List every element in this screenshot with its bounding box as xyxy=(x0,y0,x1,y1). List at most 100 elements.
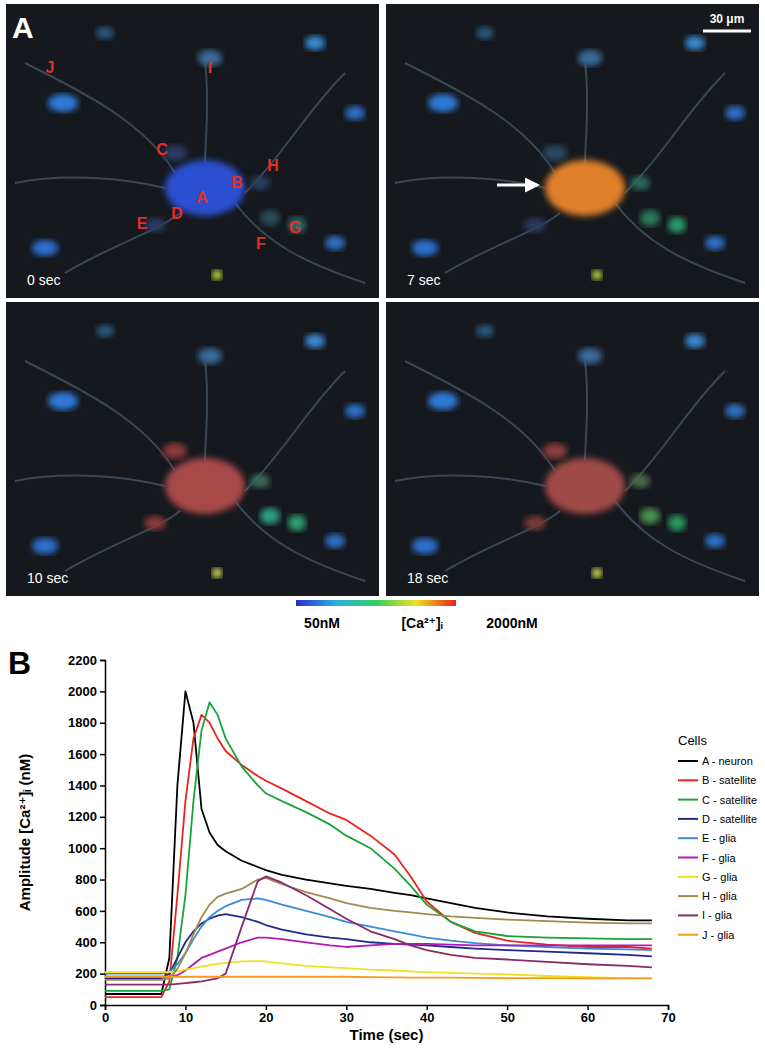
micrograph-frame xyxy=(5,301,380,597)
y-tick-mark xyxy=(100,785,105,787)
y-tick-label: 0 xyxy=(90,998,97,1013)
cell-body xyxy=(144,516,166,530)
x-axis: 010203040506070 xyxy=(102,1005,676,1025)
legend-swatch xyxy=(678,857,698,859)
y-tick: 1000 xyxy=(68,841,105,856)
cell-body xyxy=(705,534,725,548)
x-tick: 20 xyxy=(259,1005,273,1025)
frame-background xyxy=(5,3,380,299)
y-tick-label: 1000 xyxy=(68,841,97,856)
legend-swatch xyxy=(678,799,698,801)
cell-body xyxy=(48,392,78,410)
legend-label: A - neuron xyxy=(702,755,753,767)
cell-body xyxy=(250,474,270,488)
cell-body xyxy=(476,27,494,39)
y-tick-label: 1200 xyxy=(68,809,97,824)
cell-body xyxy=(685,334,705,348)
cell-process xyxy=(25,63,175,173)
cell-body xyxy=(630,176,650,190)
frame-time: 0 sec xyxy=(27,272,60,288)
micrograph-frame xyxy=(5,3,380,299)
y-tick: 200 xyxy=(75,966,105,981)
y-tick-label: 1400 xyxy=(68,778,97,793)
x-tick-label: 20 xyxy=(259,1010,273,1025)
legend-label: E - glia xyxy=(702,832,737,844)
y-tick-label: 2200 xyxy=(68,653,97,668)
cell-body xyxy=(578,348,602,364)
cell-body xyxy=(428,392,458,410)
colorbar-title: [Ca²⁺]ᵢ xyxy=(401,615,442,631)
y-tick-mark xyxy=(100,942,105,944)
cell-body xyxy=(685,36,705,50)
cell-process xyxy=(625,73,725,193)
y-tick-mark xyxy=(100,1005,105,1007)
cell-label: H xyxy=(267,157,279,174)
x-tick-label: 50 xyxy=(500,1010,514,1025)
series-line xyxy=(105,876,652,984)
cell-label: I xyxy=(208,59,212,76)
cell-process xyxy=(405,361,555,471)
cell-process xyxy=(15,178,165,188)
legend-swatch xyxy=(678,895,698,897)
y-tick: 800 xyxy=(75,872,105,887)
series-line xyxy=(105,702,652,991)
cell-body xyxy=(96,325,114,337)
legend-label: B - satellite xyxy=(702,774,756,786)
colorbar-max: 2000nM xyxy=(486,615,537,631)
cell-process xyxy=(65,213,180,273)
cell-process xyxy=(395,178,545,188)
y-tick: 1400 xyxy=(68,778,105,793)
y-tick-mark xyxy=(100,722,105,724)
frame-border xyxy=(5,3,380,299)
legend-label: G - glia xyxy=(702,871,738,883)
y-tick-label: 800 xyxy=(75,872,97,887)
x-tick: 30 xyxy=(340,1005,354,1025)
cell-body xyxy=(578,50,602,66)
legend-swatch xyxy=(678,934,698,936)
cell-body xyxy=(725,404,745,418)
frame-border xyxy=(5,301,380,597)
cell-process xyxy=(205,361,207,461)
cell-body xyxy=(198,348,222,364)
figure: 0 sec7 sec10 sec18 secJICABHEDFGA30 μm50… xyxy=(0,0,765,1050)
cell-body xyxy=(212,568,222,578)
cell-body xyxy=(32,538,58,554)
y-axis-line xyxy=(100,661,106,1006)
legend-label: F - glia xyxy=(702,852,737,864)
y-tick-label: 200 xyxy=(75,966,97,981)
y-tick-label: 400 xyxy=(75,935,97,950)
cell-process xyxy=(615,203,745,283)
y-tick: 1200 xyxy=(68,809,105,824)
cell-process xyxy=(445,511,560,571)
cell-body xyxy=(668,515,686,531)
x-tick: 10 xyxy=(179,1005,193,1025)
colorbar xyxy=(296,600,456,606)
legend-label: J - glia xyxy=(702,929,735,941)
y-tick: 1800 xyxy=(68,715,105,730)
legend-label: H - glia xyxy=(702,890,738,902)
cell-process xyxy=(245,371,345,491)
cell-body xyxy=(428,94,458,112)
y-tick-mark xyxy=(100,973,105,975)
frame-border xyxy=(385,301,760,597)
cell-body xyxy=(32,240,58,256)
legend-label: I - glia xyxy=(702,909,733,921)
legend: CellsA - neuronB - satelliteC - satellit… xyxy=(678,733,757,941)
cell-label: B xyxy=(231,174,243,191)
frame-background xyxy=(385,301,760,597)
arrow xyxy=(497,184,537,187)
cell-body xyxy=(260,210,280,226)
cell-body xyxy=(543,443,567,459)
cell-body xyxy=(524,218,546,232)
x-tick: 60 xyxy=(581,1005,595,1025)
panel-label: B xyxy=(8,645,31,681)
scale-bar-label: 30 μm xyxy=(710,12,745,26)
cell-body xyxy=(163,443,187,459)
legend-swatch xyxy=(678,818,698,820)
cell-body xyxy=(212,270,222,280)
cell-process xyxy=(65,511,180,571)
y-tick: 400 xyxy=(75,935,105,950)
cell-body xyxy=(260,508,280,524)
cell-process xyxy=(245,73,345,193)
plot-lines xyxy=(105,691,652,997)
